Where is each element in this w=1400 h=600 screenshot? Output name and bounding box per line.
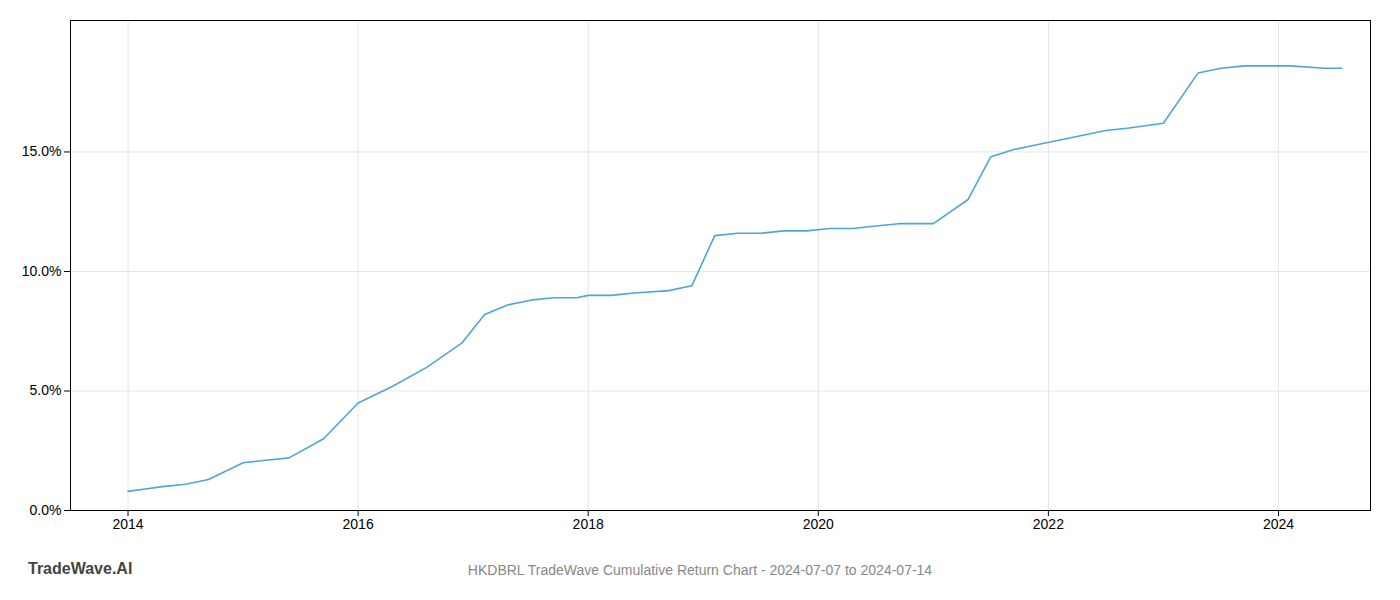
- svg-text:0.0%: 0.0%: [30, 502, 62, 518]
- svg-text:5.0%: 5.0%: [30, 382, 62, 398]
- svg-text:2022: 2022: [1033, 516, 1064, 532]
- svg-text:2014: 2014: [112, 516, 143, 532]
- svg-text:2020: 2020: [803, 516, 834, 532]
- html-text:HKDBRL TradeWave Cumulative Re: HKDBRL TradeWave Cumulative Return Chart…: [467, 562, 933, 578]
- svg-text:15.0%: 15.0%: [22, 143, 62, 159]
- svg-text:10.0%: 10.0%: [22, 263, 62, 279]
- svg-text:2016: 2016: [343, 516, 374, 532]
- svg-text:2018: 2018: [573, 516, 604, 532]
- svg-text:2024: 2024: [1263, 516, 1294, 532]
- html-text:TradeWave.AI: TradeWave.AI: [28, 560, 133, 577]
